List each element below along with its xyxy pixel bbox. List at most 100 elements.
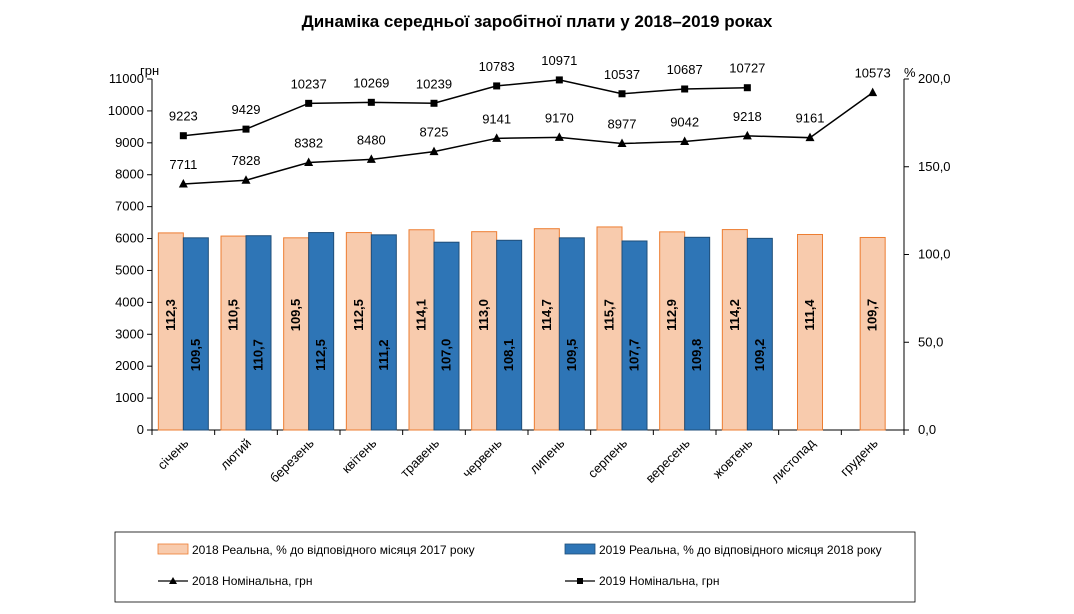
bar-label-2019-real: 108,1 [501,339,516,372]
point-label-2019-nominal: 9429 [232,102,261,117]
point-label-2018-nominal: 10573 [855,66,891,81]
bars [157,226,886,431]
marker-2018-nominal [366,154,376,163]
bar-2019-real [433,241,460,431]
marker-2019-nominal [555,76,563,84]
bar-2018-real [659,231,686,431]
bar-label-2018-real: 111,4 [802,299,817,331]
bar-2018-real [408,229,435,431]
left-tick-label: 11000 [109,71,144,86]
bar-label-2019-real: 109,5 [564,339,579,372]
bar-2018-real [859,236,886,431]
point-label-2019-nominal: 10537 [604,67,640,82]
marker-2018-nominal [742,130,752,140]
legend-label-2018-nominal: 2018 Номінальна, грн [192,574,313,588]
marker-2018-nominal [554,132,564,141]
bar-2018-real [533,228,560,431]
left-axis-unit: грн [140,63,159,78]
category-label: лютий [217,436,254,473]
marker-2018-nominal [241,175,251,184]
category-label: грудень [837,435,881,479]
marker-2019-nominal [305,99,313,107]
bar-label-2019-real: 109,5 [188,339,203,372]
bar-2018-real [596,226,623,431]
lines [178,76,878,188]
point-label-2019-nominal: 10687 [667,62,703,77]
category-label: квітень [339,435,380,476]
marker-2019-nominal [179,132,187,140]
right-tick-label: 0,0 [918,422,936,437]
point-label-2018-nominal: 9170 [545,110,574,125]
left-tick-label: 9000 [115,135,144,150]
bar-2018-real [797,233,823,431]
category-label: березень [267,435,317,485]
bar-label-2018-real: 110,5 [226,299,241,331]
point-label-2018-nominal: 7828 [232,153,261,168]
line-2018-nominal [183,92,874,185]
bar-2019-real [308,232,335,431]
marker-2019-nominal [242,125,250,133]
bar-label-2019-real: 111,2 [376,339,391,370]
marker-2018-nominal [304,157,314,167]
bar-2018-real [220,235,247,431]
bar-label-2018-real: 109,5 [288,299,303,332]
bar-label-2019-real: 107,7 [627,339,642,372]
left-tick-label: 7000 [115,199,144,214]
bar-label-2018-real: 112,3 [163,299,178,331]
point-label-2019-nominal: 10783 [479,59,515,74]
marker-2018-nominal [868,87,878,97]
bar-2019-real [496,239,523,431]
right-tick-label: 150,0 [918,159,951,174]
bar-2019-real [746,237,773,431]
left-tick-label: 4000 [115,294,144,309]
marker-2019-nominal [618,90,626,98]
category-label: травень [397,435,442,480]
legend-swatch-2019-real [564,543,596,555]
bar-2018-real [157,232,184,431]
bar-label-2019-real: 112,5 [313,339,328,371]
left-tick-label: 10000 [108,103,144,118]
marker-2019-nominal [430,99,438,107]
point-label-2018-nominal: 8480 [357,132,386,147]
point-label-2018-nominal: 9161 [796,111,825,126]
bar-2018-real [283,237,310,431]
legend: 2018 Реальна, % до відповідного місяця 2… [114,531,916,603]
bar-label-2018-real: 114,7 [539,299,554,331]
marker-2019-nominal [493,82,501,90]
marker-2019-nominal [681,85,689,93]
marker-2018-nominal [805,132,815,142]
bar-2019-real [370,234,397,431]
category-label: червень [459,435,505,481]
line-2019-nominal [183,79,748,137]
right-tick-label: 100,0 [918,247,951,262]
point-label-2018-nominal: 9042 [670,114,699,129]
bar-label-2019-real: 109,8 [689,339,704,372]
marker-2018-nominal [178,178,188,188]
bar-2018-real [345,232,372,431]
legend-label-2019-nominal: 2019 Номінальна, грн [599,574,720,588]
legend-frame [114,531,916,603]
left-tick-label: 5000 [115,262,144,277]
point-label-2018-nominal: 8977 [608,117,637,132]
left-tick-label: 8000 [115,167,144,182]
category-label: січень [154,435,191,472]
point-label-2018-nominal: 8725 [420,125,449,140]
bar-label-2019-real: 109,2 [752,339,767,372]
bar-label-2018-real: 112,9 [664,299,679,331]
bar-2019-real [621,240,648,431]
bar-2018-real [471,231,498,431]
point-label-2019-nominal: 10239 [416,76,452,91]
left-tick-label: 0 [137,422,144,437]
category-label: листопад [768,435,819,486]
right-tick-label: 50,0 [918,334,943,349]
point-label-2018-nominal: 7711 [169,157,197,172]
bar-label-2018-real: 113,0 [476,299,491,331]
point-label-2019-nominal: 10269 [353,75,389,90]
category-label: жовтень [710,435,756,481]
marker-2019-nominal [743,84,751,92]
bar-label-2019-real: 107,0 [439,339,454,372]
left-tick-label: 3000 [115,326,144,341]
left-tick-label: 2000 [115,358,144,373]
bar-label-2018-real: 114,1 [414,299,429,331]
